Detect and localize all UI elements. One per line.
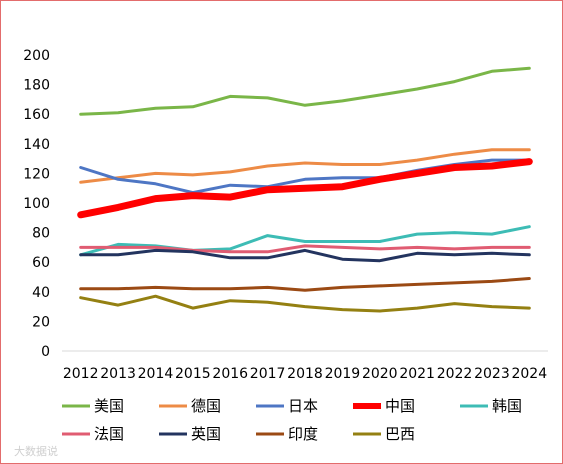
legend-item: 中国 xyxy=(353,397,415,415)
x-tick-label: 2016 xyxy=(212,366,248,382)
y-tick-label: 180 xyxy=(23,78,50,94)
y-tick-label: 200 xyxy=(23,48,50,64)
x-tick-label: 2022 xyxy=(437,366,473,382)
x-tick-label: 2024 xyxy=(511,366,547,382)
legend-item: 日本 xyxy=(256,397,318,415)
series-line xyxy=(77,158,533,219)
x-tick-label: 2013 xyxy=(100,366,136,382)
legend-label: 中国 xyxy=(385,397,415,415)
legend-item: 韩国 xyxy=(460,397,522,415)
series-line xyxy=(79,294,531,313)
x-tick-label: 2018 xyxy=(287,366,323,382)
legend-item: 法国 xyxy=(62,425,124,443)
legend-label: 巴西 xyxy=(385,425,415,443)
series-line xyxy=(79,248,531,263)
legend-item: 巴西 xyxy=(353,425,415,443)
legend-label: 韩国 xyxy=(492,397,522,415)
x-tick-label: 2021 xyxy=(399,366,435,382)
legend-label: 美国 xyxy=(94,397,124,415)
y-tick-label: 40 xyxy=(32,285,50,301)
watermark-text: 大数据说 xyxy=(14,444,58,458)
legend-item: 印度 xyxy=(256,425,318,443)
x-tick-label: 2023 xyxy=(474,366,510,382)
x-tick-label: 2020 xyxy=(362,366,398,382)
legend-item: 德国 xyxy=(159,397,221,415)
legend-label: 英国 xyxy=(191,425,221,443)
y-tick-label: 0 xyxy=(41,344,50,360)
y-tick-label: 80 xyxy=(32,226,50,242)
series-line xyxy=(79,277,531,292)
legend-item: 美国 xyxy=(62,397,124,415)
x-tick-label: 2012 xyxy=(63,366,99,382)
series-lines xyxy=(77,66,533,313)
legend-label: 日本 xyxy=(288,397,318,415)
legend-label: 法国 xyxy=(94,425,124,443)
x-tick-label: 2014 xyxy=(138,366,174,382)
series-line xyxy=(79,66,531,116)
y-axis-ticks: 0 20 40 60 80 100 120 140 160 180 200 xyxy=(23,48,50,360)
y-tick-label: 160 xyxy=(23,107,50,123)
y-tick-label: 100 xyxy=(23,196,50,212)
x-tick-label: 2015 xyxy=(175,366,211,382)
x-axis-ticks: 2012 2013 2014 2015 2016 2017 2018 2019 2020 2021… xyxy=(63,366,547,382)
legend-item: 英国 xyxy=(159,425,221,443)
y-tick-label: 140 xyxy=(23,137,50,153)
x-tick-label: 2017 xyxy=(250,366,286,382)
legend-label: 德国 xyxy=(191,397,221,415)
x-tick-label: 2019 xyxy=(325,366,361,382)
y-tick-label: 20 xyxy=(32,314,50,330)
legend-label: 印度 xyxy=(288,425,318,443)
series-line xyxy=(79,148,531,184)
y-tick-label: 120 xyxy=(23,166,50,182)
y-tick-label: 60 xyxy=(32,255,50,271)
series-line xyxy=(79,244,531,254)
